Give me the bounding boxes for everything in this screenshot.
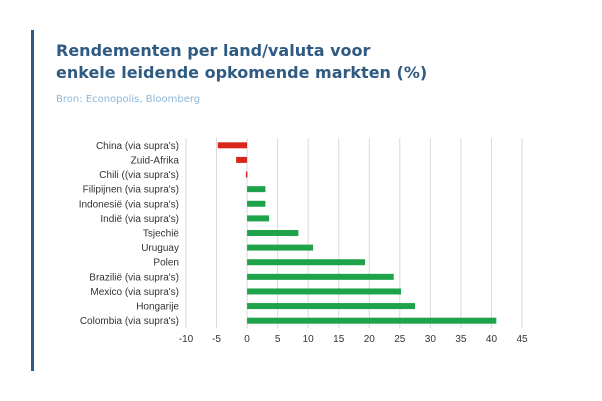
category-label: Zuid-Afrika [131,155,180,166]
category-label: China (via supra's) [96,141,179,152]
category-label-layer: China (via supra's) Zuid-Afrika Chili ((vi… [79,141,180,327]
category-label: Indië (via supra's) [100,214,179,225]
chart-source: Bron: Econopolis, Bloomberg [56,94,201,105]
x-tick-label: 20 [364,334,376,345]
category-label: Uruguay [141,243,179,254]
bar [247,200,266,207]
x-tick-label: 5 [275,334,281,345]
bar [236,156,248,163]
bar [247,273,394,280]
bar [247,186,266,193]
x-tick-label: 15 [333,334,345,345]
category-label: Brazilië (via supra's) [89,272,179,283]
bar [247,244,314,251]
chart-title-line-1: Rendementen per land/valuta voor [56,41,371,60]
x-tick-label: 10 [303,334,315,345]
x-tick-label: -10 [179,334,194,345]
bar [217,142,248,149]
x-tick-label: 0 [244,334,250,345]
bar [247,259,365,266]
category-label: Mexico (via supra's) [90,287,179,298]
x-tick-label: 25 [394,334,406,345]
tick-label-layer: -10 -5 0 5 10 15 20 25 30 35 40 45 [179,334,528,345]
x-tick-label: 45 [516,334,528,345]
category-label: Filipijnen (via supra's) [83,185,179,196]
category-label: Tsjechië [143,229,180,240]
bar [247,215,270,222]
category-label: Hongarije [136,302,179,313]
x-tick-label: 35 [455,334,467,345]
bar [247,230,299,236]
bar [245,171,248,178]
category-label: Polen [153,258,179,269]
chart-title: Rendementen per land/valuta voor enkele … [56,40,576,84]
bar-layer [217,142,497,324]
bar [247,288,402,295]
grid-layer [185,138,523,328]
accent-bar [31,30,34,371]
category-label: Chili ((via supra's) [99,170,179,181]
x-tick-label: 40 [486,334,498,345]
category-label: Colombia (via supra's) [80,316,179,327]
bar [247,317,497,324]
chart-title-line-2: enkele leidende opkomende markten (%) [56,63,428,82]
bar [247,303,416,310]
x-tick-label: -5 [212,334,221,345]
x-tick-label: 30 [425,334,437,345]
category-label: Indonesië (via supra's) [79,199,179,210]
